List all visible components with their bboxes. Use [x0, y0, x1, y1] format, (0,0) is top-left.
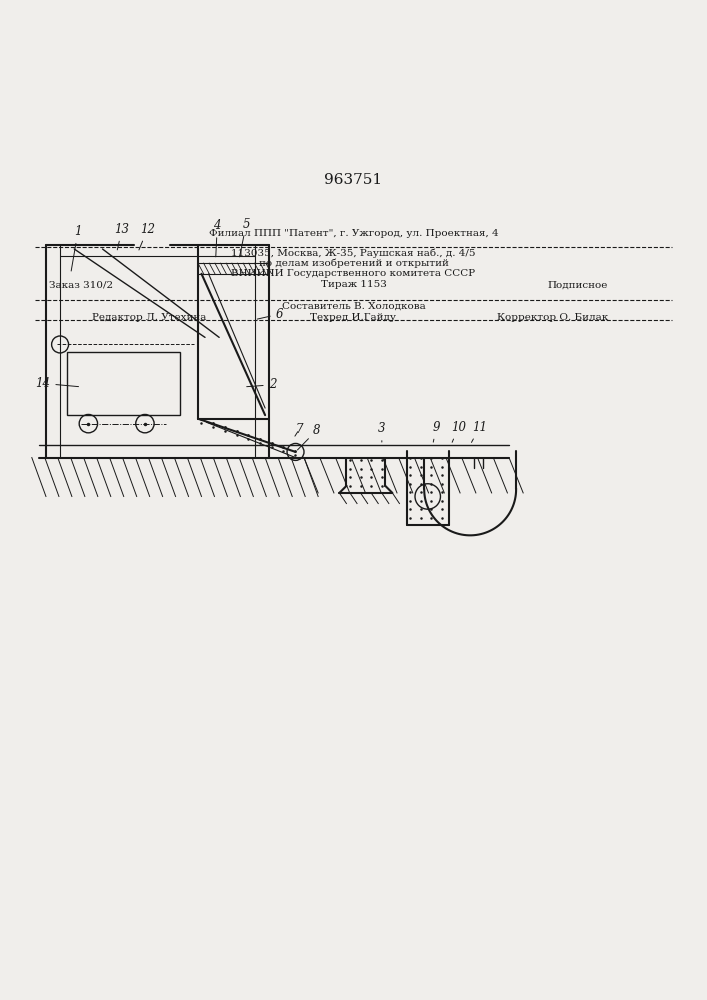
Text: Техред И.Гайду: Техред И.Гайду	[310, 313, 397, 322]
Text: 2: 2	[247, 378, 276, 391]
Text: 1: 1	[71, 225, 82, 271]
Text: 12: 12	[139, 223, 155, 250]
Text: Составитель В. Холодкова: Составитель В. Холодкова	[281, 302, 426, 311]
Text: 3: 3	[378, 422, 386, 442]
Text: 5: 5	[240, 218, 250, 257]
Text: 11: 11	[472, 421, 487, 442]
Text: по делам изобретений и открытий: по делам изобретений и открытий	[259, 259, 448, 268]
Text: Подписное: Подписное	[548, 280, 608, 289]
Text: 963751: 963751	[325, 173, 382, 187]
Text: 7: 7	[295, 423, 303, 436]
Text: 8: 8	[298, 424, 321, 450]
Text: ВНИИПИ Государственного комитета СССР: ВНИИПИ Государственного комитета СССР	[231, 269, 476, 278]
Text: Заказ 310/2: Заказ 310/2	[49, 280, 114, 289]
Text: 13: 13	[115, 223, 129, 250]
Text: 4: 4	[214, 219, 221, 257]
Text: 6: 6	[257, 308, 284, 321]
Text: 14: 14	[35, 377, 78, 390]
Text: Филиал ППП "Патент", г. Ужгород, ул. Проектная, 4: Филиал ППП "Патент", г. Ужгород, ул. Про…	[209, 229, 498, 238]
Text: Редактор Л. Утехина: Редактор Л. Утехина	[92, 313, 206, 322]
Text: Тираж 1153: Тираж 1153	[320, 280, 387, 289]
Text: 10: 10	[451, 421, 466, 442]
Text: Корректор О. Билак: Корректор О. Билак	[497, 313, 608, 322]
Text: 9: 9	[433, 421, 440, 442]
Bar	[67, 352, 180, 415]
Text: 113035, Москва, Ж-35, Раушская наб., д. 4/5: 113035, Москва, Ж-35, Раушская наб., д. …	[231, 249, 476, 258]
